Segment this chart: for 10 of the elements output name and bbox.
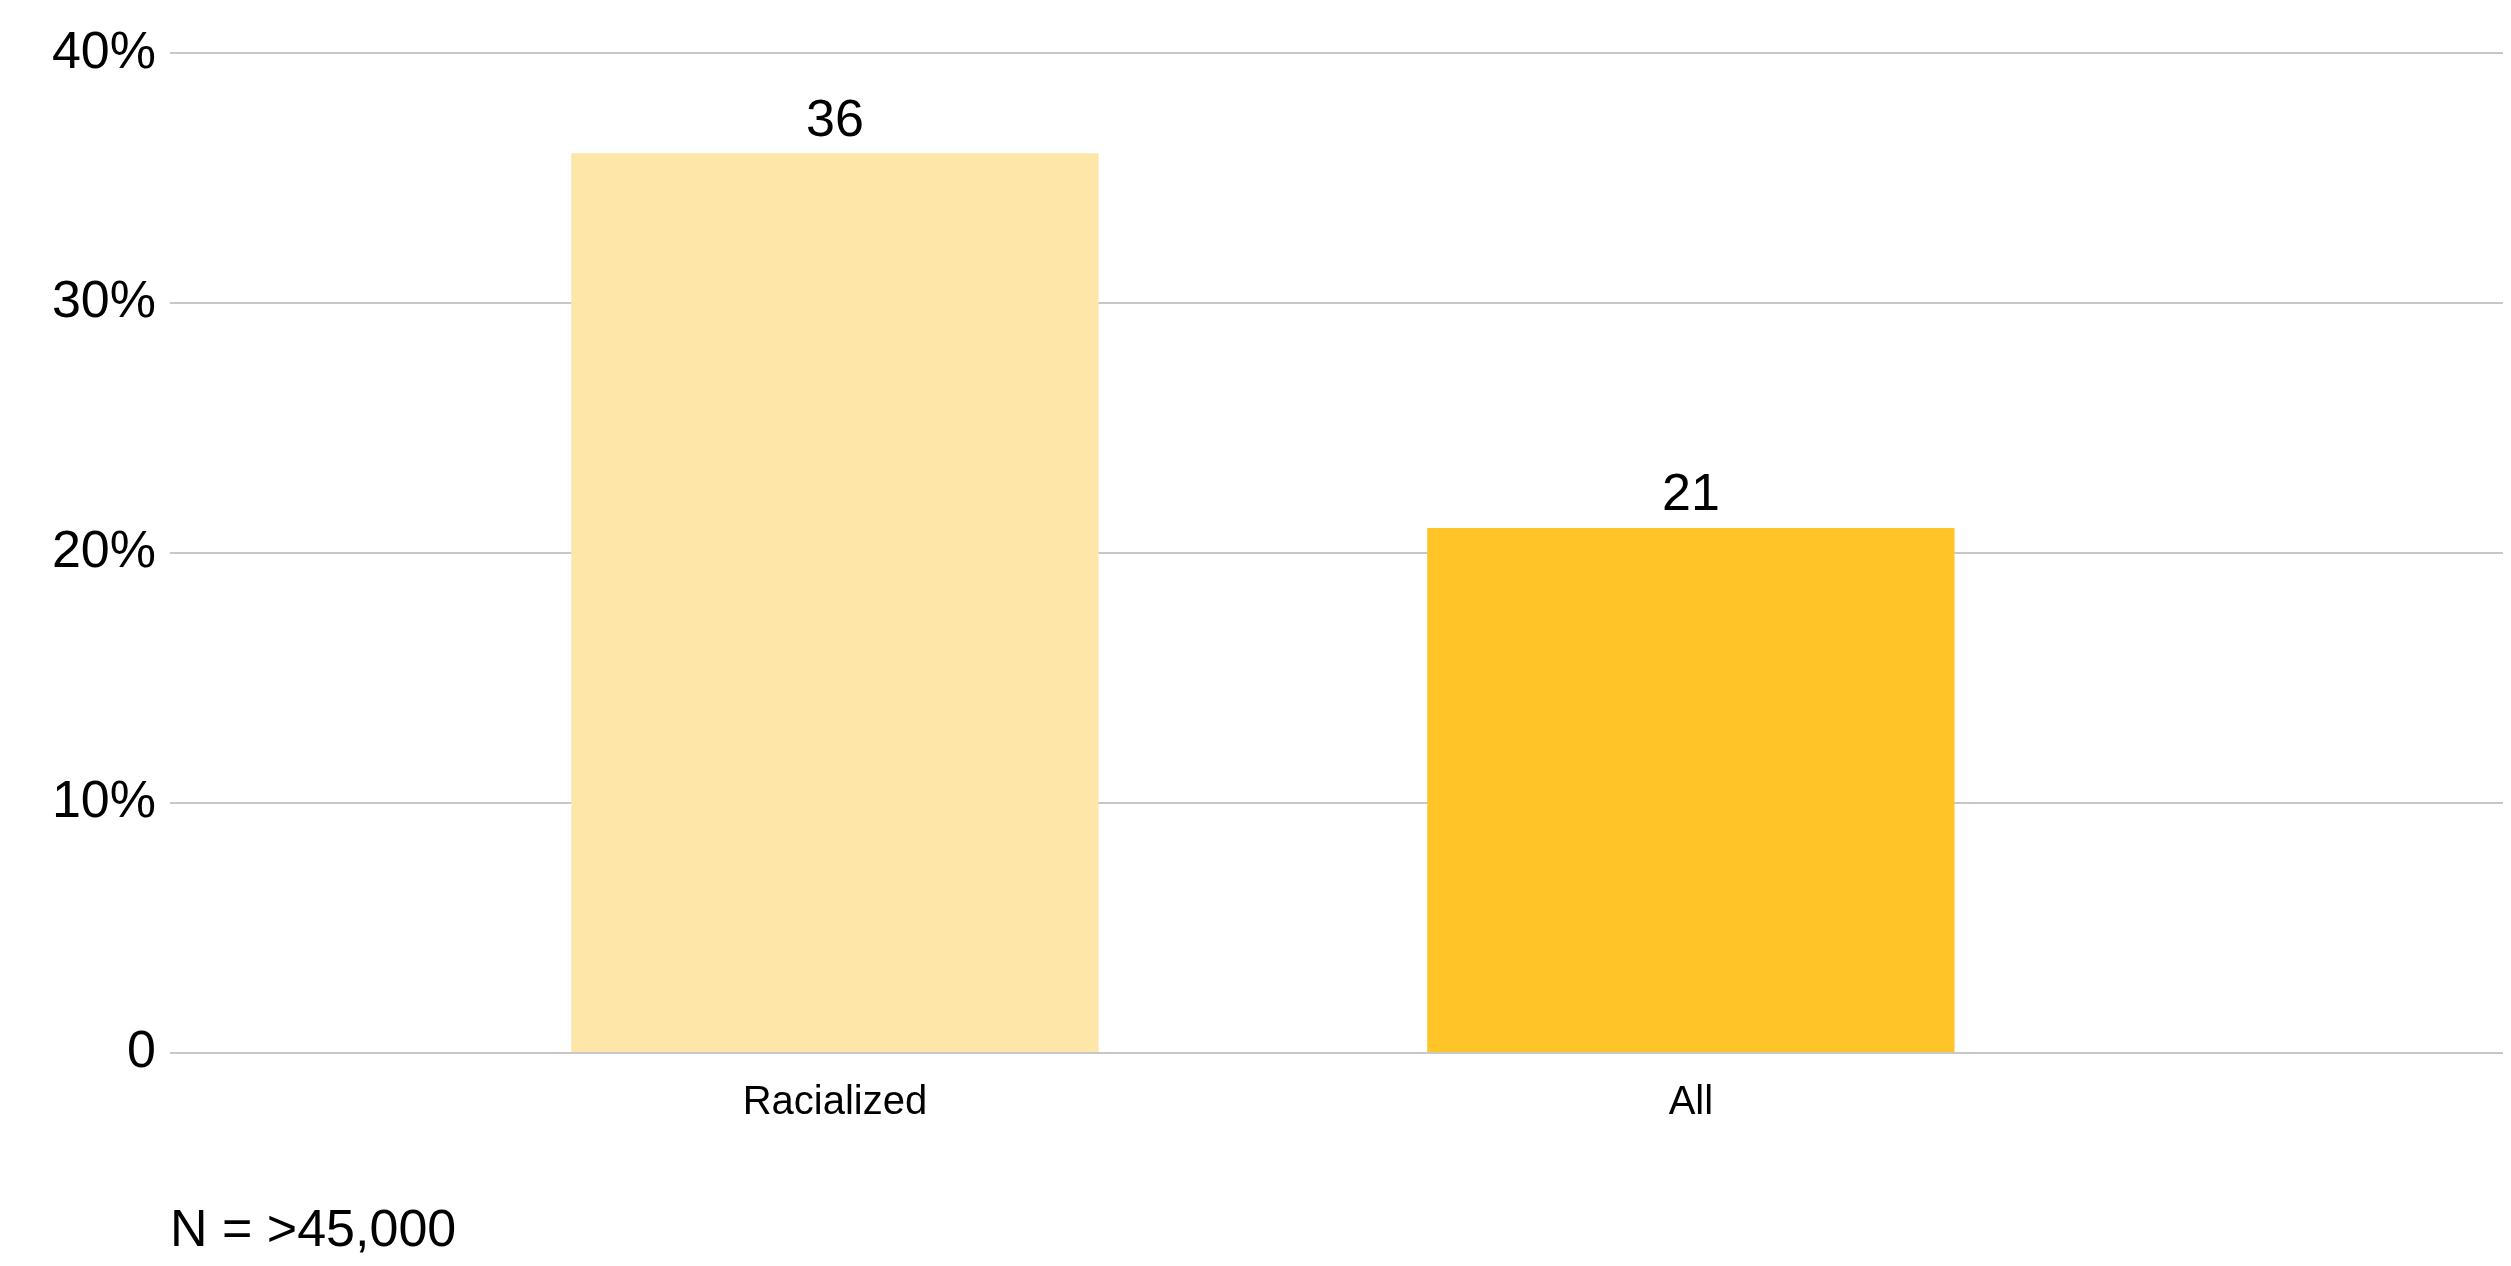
y-tick-label: 10%	[51, 770, 156, 829]
y-tick-label: 30%	[51, 270, 156, 329]
y-tick-label: 0	[127, 1020, 156, 1079]
y-tick-label: 20%	[51, 520, 156, 579]
x-tick-label: All	[1668, 1078, 1714, 1123]
text: N = >45,000	[170, 1199, 458, 1257]
y-tick-label: 40%	[51, 20, 156, 79]
data-label: 36	[805, 88, 864, 147]
data-label: 21	[1661, 463, 1720, 522]
x-tick-label: Racialized	[742, 1078, 928, 1123]
